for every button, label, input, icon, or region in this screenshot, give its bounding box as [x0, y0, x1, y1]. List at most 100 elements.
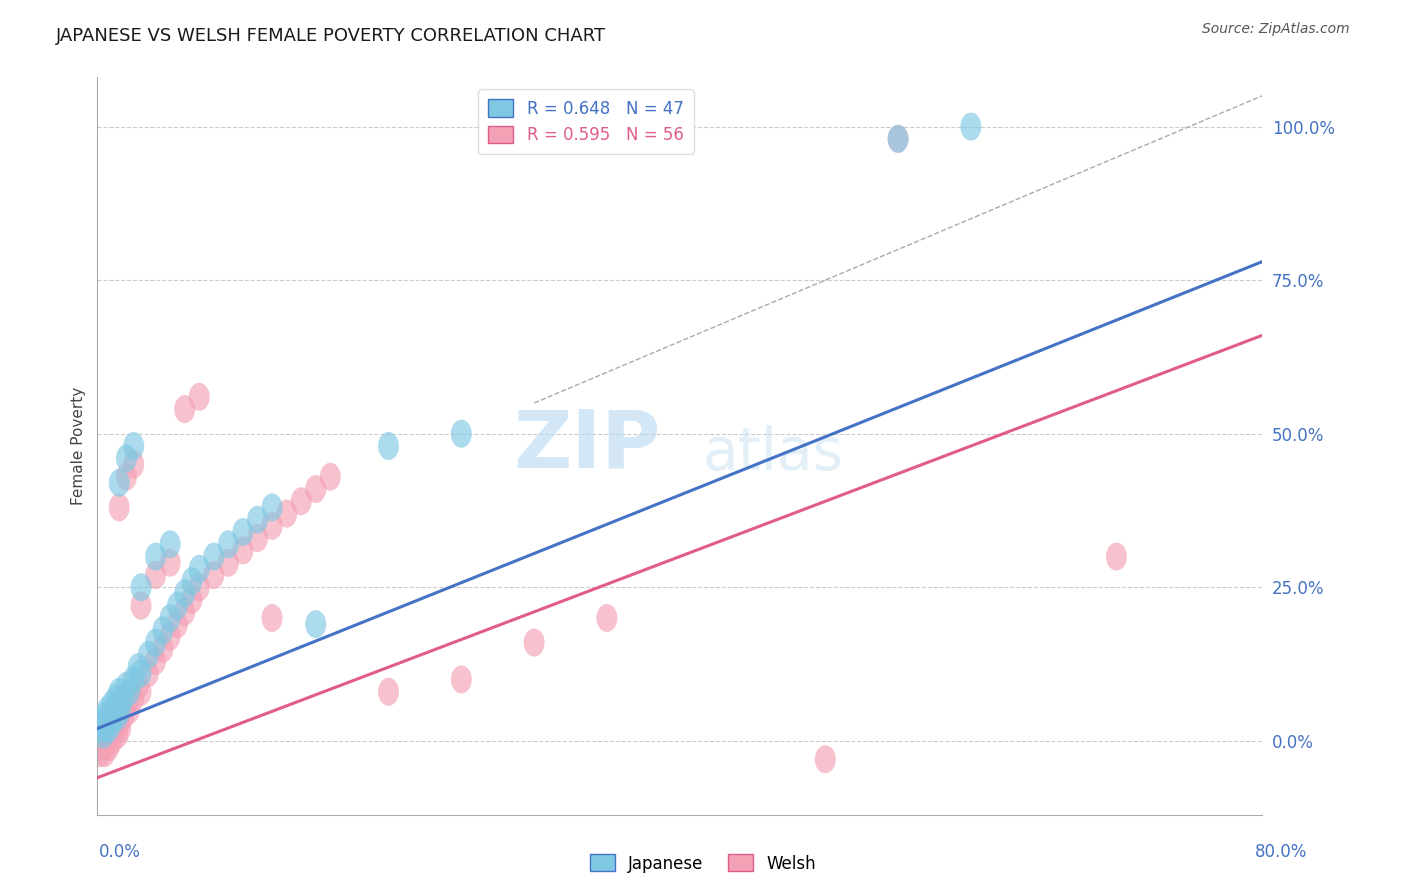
- Text: Source: ZipAtlas.com: Source: ZipAtlas.com: [1202, 22, 1350, 37]
- Ellipse shape: [128, 672, 149, 699]
- Ellipse shape: [90, 714, 111, 742]
- Ellipse shape: [887, 125, 908, 153]
- Ellipse shape: [124, 450, 145, 478]
- Ellipse shape: [167, 610, 188, 638]
- Ellipse shape: [305, 610, 326, 638]
- Ellipse shape: [152, 616, 173, 644]
- Ellipse shape: [110, 696, 131, 724]
- Ellipse shape: [451, 665, 472, 693]
- Ellipse shape: [218, 530, 239, 558]
- Ellipse shape: [204, 542, 225, 571]
- Ellipse shape: [104, 714, 125, 742]
- Ellipse shape: [181, 567, 202, 595]
- Ellipse shape: [174, 395, 195, 423]
- Ellipse shape: [93, 721, 114, 748]
- Ellipse shape: [91, 708, 112, 737]
- Ellipse shape: [94, 714, 115, 742]
- Ellipse shape: [152, 635, 173, 663]
- Ellipse shape: [145, 647, 166, 675]
- Legend: Japanese, Welsh: Japanese, Welsh: [583, 847, 823, 880]
- Ellipse shape: [218, 549, 239, 577]
- Ellipse shape: [105, 702, 127, 731]
- Ellipse shape: [91, 727, 112, 755]
- Ellipse shape: [174, 598, 195, 626]
- Ellipse shape: [104, 696, 125, 724]
- Ellipse shape: [98, 714, 120, 742]
- Ellipse shape: [145, 561, 166, 589]
- Ellipse shape: [110, 714, 131, 742]
- Ellipse shape: [160, 530, 180, 558]
- Ellipse shape: [105, 684, 127, 712]
- Ellipse shape: [112, 702, 134, 731]
- Ellipse shape: [596, 604, 617, 632]
- Ellipse shape: [108, 708, 129, 737]
- Ellipse shape: [188, 383, 209, 411]
- Ellipse shape: [108, 690, 129, 718]
- Ellipse shape: [128, 653, 149, 681]
- Ellipse shape: [101, 690, 122, 718]
- Ellipse shape: [112, 684, 134, 712]
- Text: ZIP: ZIP: [513, 407, 661, 485]
- Ellipse shape: [131, 659, 152, 687]
- Ellipse shape: [188, 555, 209, 582]
- Text: 0.0%: 0.0%: [98, 843, 141, 861]
- Ellipse shape: [107, 702, 128, 731]
- Ellipse shape: [97, 696, 118, 724]
- Ellipse shape: [131, 591, 152, 620]
- Y-axis label: Female Poverty: Female Poverty: [72, 387, 86, 505]
- Ellipse shape: [93, 733, 114, 761]
- Ellipse shape: [108, 678, 129, 706]
- Ellipse shape: [120, 696, 139, 724]
- Ellipse shape: [188, 574, 209, 601]
- Ellipse shape: [124, 665, 145, 693]
- Ellipse shape: [232, 536, 253, 565]
- Ellipse shape: [97, 714, 118, 742]
- Ellipse shape: [378, 432, 399, 460]
- Ellipse shape: [101, 708, 122, 737]
- Ellipse shape: [1107, 542, 1128, 571]
- Ellipse shape: [138, 640, 159, 669]
- Ellipse shape: [115, 444, 136, 472]
- Ellipse shape: [94, 739, 115, 767]
- Ellipse shape: [319, 463, 340, 491]
- Ellipse shape: [120, 678, 139, 706]
- Ellipse shape: [451, 420, 472, 448]
- Ellipse shape: [98, 733, 120, 761]
- Ellipse shape: [115, 690, 136, 718]
- Ellipse shape: [174, 580, 195, 607]
- Ellipse shape: [232, 518, 253, 546]
- Ellipse shape: [90, 739, 111, 767]
- Ellipse shape: [101, 727, 122, 755]
- Ellipse shape: [167, 591, 188, 620]
- Ellipse shape: [115, 463, 136, 491]
- Ellipse shape: [131, 678, 152, 706]
- Ellipse shape: [108, 493, 129, 522]
- Ellipse shape: [100, 702, 121, 731]
- Ellipse shape: [247, 524, 269, 552]
- Ellipse shape: [887, 125, 908, 153]
- Ellipse shape: [94, 702, 115, 731]
- Ellipse shape: [124, 432, 145, 460]
- Ellipse shape: [100, 721, 121, 748]
- Ellipse shape: [247, 506, 269, 533]
- Text: atlas: atlas: [703, 425, 844, 482]
- Ellipse shape: [160, 604, 180, 632]
- Ellipse shape: [145, 629, 166, 657]
- Ellipse shape: [160, 549, 180, 577]
- Ellipse shape: [138, 659, 159, 687]
- Ellipse shape: [108, 696, 129, 724]
- Ellipse shape: [96, 727, 117, 755]
- Ellipse shape: [262, 512, 283, 540]
- Ellipse shape: [108, 469, 129, 497]
- Ellipse shape: [101, 708, 122, 737]
- Ellipse shape: [378, 678, 399, 706]
- Ellipse shape: [107, 721, 128, 748]
- Ellipse shape: [204, 561, 225, 589]
- Ellipse shape: [160, 623, 180, 650]
- Ellipse shape: [262, 493, 283, 522]
- Ellipse shape: [145, 542, 166, 571]
- Legend: R = 0.648   N = 47, R = 0.595   N = 56: R = 0.648 N = 47, R = 0.595 N = 56: [478, 89, 693, 154]
- Ellipse shape: [276, 500, 297, 527]
- Ellipse shape: [96, 708, 117, 737]
- Ellipse shape: [960, 112, 981, 141]
